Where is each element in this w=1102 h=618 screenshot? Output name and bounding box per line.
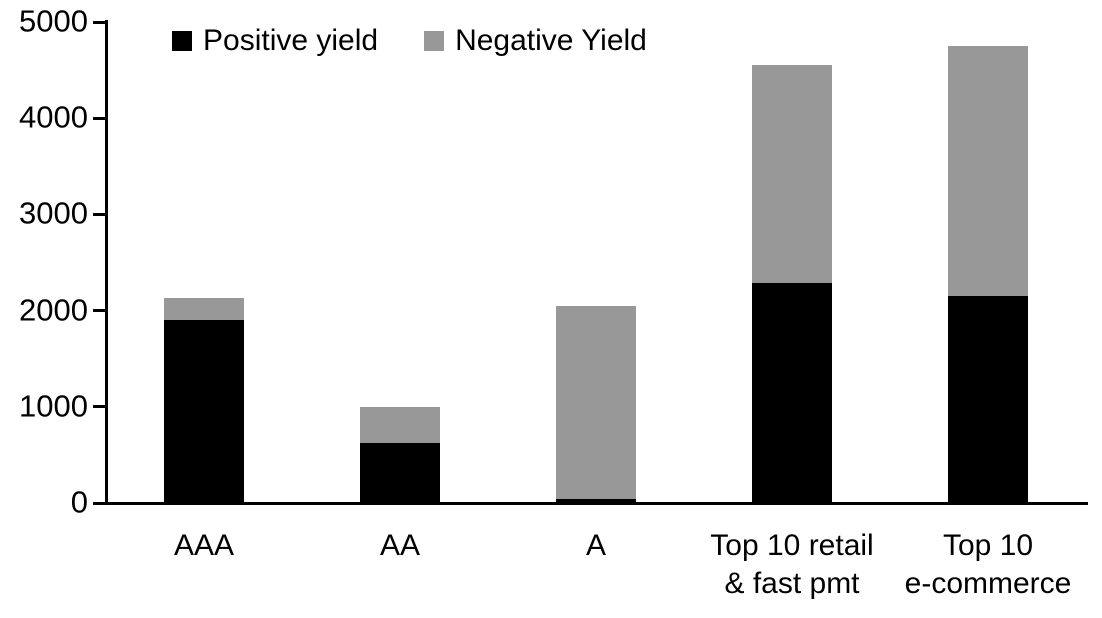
y-axis-labels: 0 1000 2000 3000 4000 5000 bbox=[0, 0, 88, 618]
bar-aa bbox=[360, 406, 440, 503]
bar-segment-negative-yield bbox=[752, 65, 832, 283]
positive-yield-swatch-icon bbox=[172, 31, 192, 51]
legend-label-negative-yield: Negative Yield bbox=[455, 24, 647, 57]
y-tick-mark-2000 bbox=[93, 309, 105, 313]
legend-label-positive-yield: Positive yield bbox=[203, 24, 379, 57]
x-axis-label-a: A bbox=[585, 529, 606, 562]
x-axis-line bbox=[105, 502, 1088, 505]
bar-top-10-retail-fast-pmt bbox=[752, 65, 832, 503]
y-tick-label-5000: 5000 bbox=[19, 3, 88, 39]
x-axis-label-aaa: AAA bbox=[173, 529, 235, 562]
bar-segment-positive-yield bbox=[164, 320, 244, 503]
bar-segment-positive-yield bbox=[556, 498, 636, 503]
bar-segment-positive-yield bbox=[948, 296, 1028, 503]
negative-yield-swatch-icon bbox=[424, 31, 445, 51]
bar-top-10-e-commerce bbox=[948, 46, 1028, 503]
y-tick-mark-0 bbox=[93, 501, 105, 505]
bar-segment-negative-yield bbox=[360, 406, 440, 443]
x-axis-label-top-10-retail-fast-pmt: Top 10 retail & fast pmt bbox=[710, 529, 874, 600]
legend: Positive yield Negative Yield bbox=[172, 24, 647, 58]
y-tick-label-4000: 4000 bbox=[19, 99, 88, 135]
bar-segment-positive-yield bbox=[360, 442, 440, 503]
y-tick-label-1000: 1000 bbox=[19, 388, 88, 424]
x-axis-label-top-10-e-commerce: Top 10 e-commerce bbox=[904, 529, 1072, 600]
bar-a bbox=[556, 306, 636, 503]
y-tick-mark-4000 bbox=[93, 116, 105, 120]
bar-segment-negative-yield bbox=[948, 46, 1028, 297]
bar-segment-positive-yield bbox=[752, 282, 832, 503]
y-tick-mark-3000 bbox=[93, 212, 105, 216]
y-axis-line bbox=[105, 20, 108, 505]
y-tick-label-0: 0 bbox=[70, 484, 88, 520]
bar-segment-negative-yield bbox=[164, 298, 244, 321]
x-axis-label-aa: AA bbox=[379, 529, 421, 562]
y-axis-ticks bbox=[93, 0, 105, 618]
bar-segment-negative-yield bbox=[556, 306, 636, 499]
y-tick-mark-1000 bbox=[93, 405, 105, 409]
legend-item-negative-yield: Negative Yield bbox=[424, 24, 647, 58]
y-tick-label-3000: 3000 bbox=[19, 195, 88, 231]
plot-area bbox=[106, 22, 1086, 503]
y-tick-mark-5000 bbox=[93, 20, 105, 24]
bar-aaa bbox=[164, 298, 244, 503]
y-tick-label-2000: 2000 bbox=[19, 291, 88, 327]
legend-item-positive-yield: Positive yield bbox=[172, 24, 378, 58]
